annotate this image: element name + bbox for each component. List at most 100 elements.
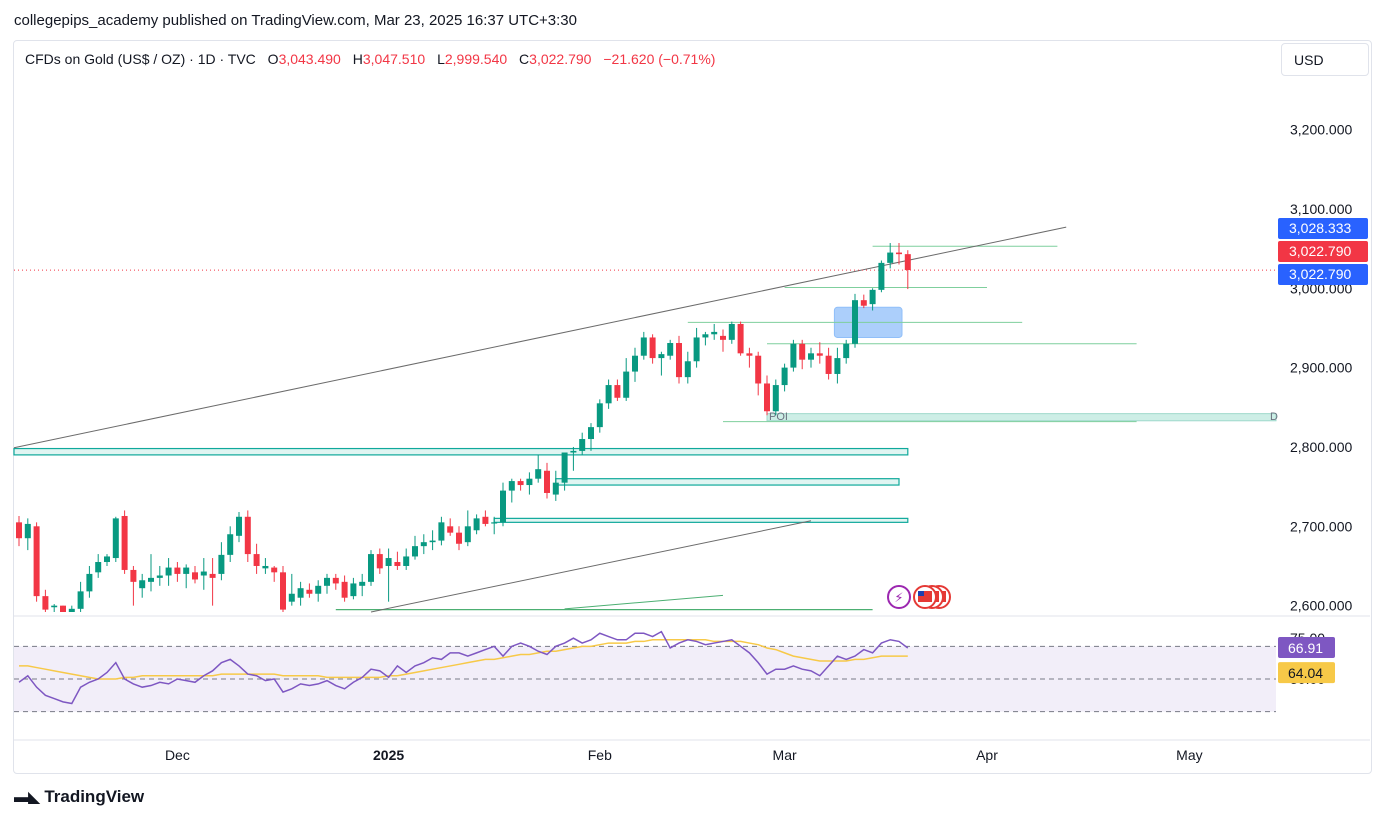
candle-body (200, 571, 207, 576)
candle (51, 604, 58, 612)
candle-body (209, 573, 216, 578)
candle (799, 339, 806, 370)
candle-body (244, 516, 251, 555)
candle (385, 548, 392, 602)
candle (693, 327, 700, 368)
candle (482, 510, 489, 527)
x-tick-label: May (1176, 747, 1202, 763)
currency-button[interactable]: USD (1281, 43, 1369, 76)
candle-body (394, 562, 401, 566)
candle (315, 580, 322, 602)
candle (359, 573, 366, 597)
candle (16, 515, 22, 547)
demand-zone-2 (555, 478, 900, 486)
candle-body (51, 605, 58, 608)
candle (596, 399, 603, 433)
candle (280, 565, 286, 612)
candle-body (737, 323, 744, 354)
candle-body (588, 427, 594, 440)
candle (746, 347, 753, 368)
candle (869, 288, 876, 311)
candle (887, 243, 894, 269)
candle-body (280, 572, 286, 610)
tradingview-logo[interactable]: ▬◣ TradingView (14, 787, 144, 807)
candle-body (482, 516, 489, 524)
candle (614, 379, 621, 401)
candle-body (359, 581, 366, 586)
candle (755, 351, 762, 396)
tradingview-brand: TradingView (44, 787, 145, 806)
candle-body (790, 343, 797, 368)
candle-body (728, 323, 735, 340)
candle-body (552, 482, 559, 495)
candle-body (711, 331, 718, 335)
candle (640, 331, 647, 360)
y-tick-label: 3,200.000 (1290, 122, 1352, 138)
low-label: L (437, 51, 445, 67)
lightning-glyph: ⚡ (894, 591, 903, 606)
candle-body (420, 542, 427, 547)
candle-body (544, 470, 550, 493)
chart-frame (13, 40, 1372, 774)
rsi-ma-label: 64.04 (1288, 665, 1323, 681)
candle-body (473, 518, 480, 531)
candle-body (605, 385, 612, 404)
candle-body (262, 565, 269, 569)
candle (904, 250, 911, 290)
candle (772, 379, 779, 416)
candle-body (632, 355, 638, 372)
candle-body (614, 385, 621, 398)
candle (33, 522, 40, 602)
candle (139, 573, 146, 598)
candle-body (227, 534, 234, 555)
candle-body (315, 585, 322, 594)
candle-body (491, 522, 498, 524)
candle (473, 514, 480, 535)
candle (508, 478, 515, 503)
candle (68, 605, 75, 612)
tradingview-logo-icon: ▬◣ (14, 789, 40, 806)
x-tick-label: Apr (976, 747, 998, 763)
candle (112, 516, 119, 563)
candle-body (517, 481, 524, 486)
candle-body (297, 588, 304, 598)
candle (244, 510, 251, 563)
candle (332, 573, 339, 590)
candle-body (658, 354, 665, 359)
rsi-value-tag (1278, 636, 1335, 658)
candle (579, 432, 586, 455)
candle-body (288, 593, 295, 602)
candle-body (148, 577, 154, 582)
candle-body (130, 569, 137, 582)
candle (544, 462, 550, 499)
candle-body (139, 580, 146, 589)
candle-body (350, 583, 357, 597)
candle-body (174, 567, 181, 574)
candle (790, 339, 797, 372)
candle (816, 342, 823, 364)
candle (843, 339, 850, 364)
candle (297, 581, 304, 606)
candle (447, 518, 454, 536)
symbol-legend: CFDs on Gold (US$ / OZ) · 1D · TVC O3,04… (25, 51, 715, 67)
candle-body (60, 605, 66, 612)
candle-body (341, 581, 348, 598)
candle (271, 565, 278, 582)
candle-body (746, 353, 753, 356)
x-tick-label: Mar (773, 747, 797, 763)
candle (438, 516, 445, 546)
candle (156, 565, 163, 586)
candle (526, 472, 533, 495)
candle-body (324, 577, 330, 586)
candle-body (535, 469, 542, 479)
candle (77, 581, 84, 612)
candle (500, 482, 506, 527)
candle (324, 573, 330, 594)
candle-body (764, 383, 770, 412)
candle-body (799, 343, 806, 360)
candle-body (579, 439, 586, 451)
candle (808, 347, 814, 368)
candle-body (904, 254, 911, 271)
symbol-title[interactable]: CFDs on Gold (US$ / OZ) · 1D · TVC (25, 51, 256, 67)
